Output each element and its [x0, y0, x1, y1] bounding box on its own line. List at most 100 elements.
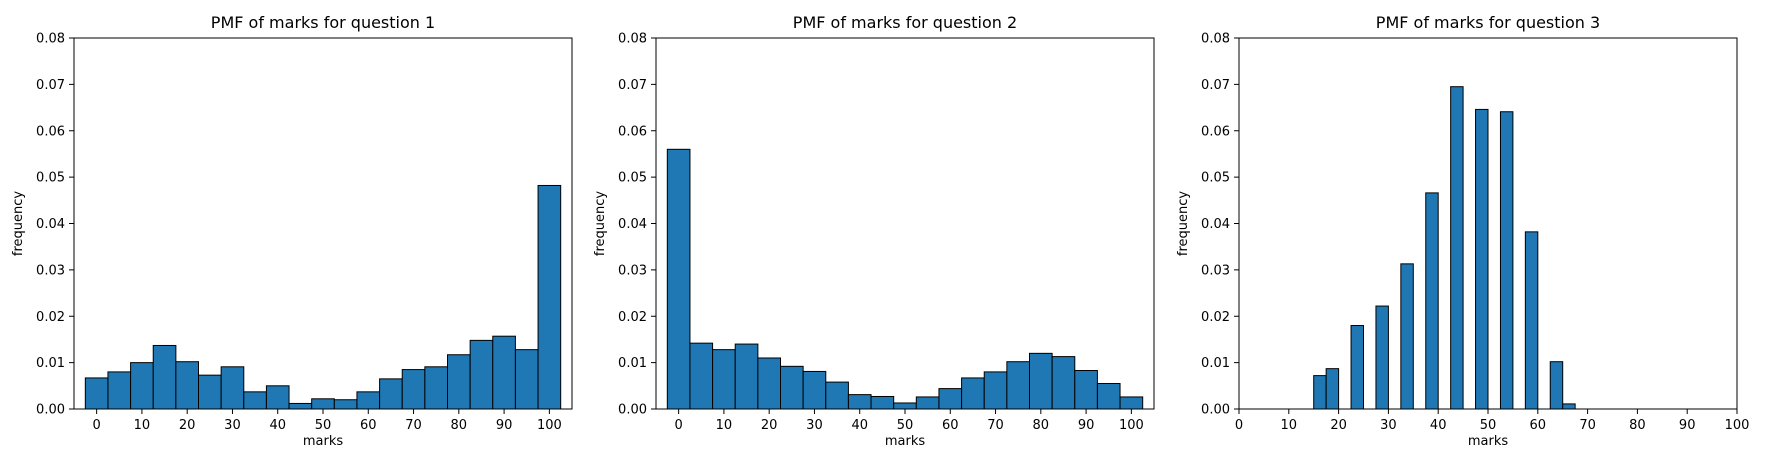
- y-tick-label: 0.07: [36, 78, 65, 93]
- bar: [265, 385, 290, 410]
- bar: [243, 391, 267, 410]
- y-tick-label: 0.04: [1201, 217, 1230, 232]
- y-tick-label: 0.01: [36, 356, 65, 371]
- bar: [961, 377, 985, 410]
- bar: [288, 402, 313, 410]
- bar: [915, 396, 940, 410]
- x-tick-label: 40: [851, 418, 868, 433]
- x-tick-label: 40: [269, 418, 286, 433]
- bar: [220, 366, 245, 410]
- x-axis-label: marks: [303, 434, 344, 449]
- y-tick-label: 0.06: [618, 124, 647, 139]
- x-tick-label: 80: [1033, 418, 1050, 433]
- bar: [333, 399, 358, 410]
- bar: [1313, 375, 1327, 410]
- x-tick-label: 10: [134, 418, 151, 433]
- bar: [1006, 361, 1030, 410]
- bar: [356, 391, 381, 410]
- y-tick-label: 0.06: [1201, 124, 1230, 139]
- bar: [666, 148, 691, 410]
- x-tick-label: 60: [1530, 418, 1547, 433]
- chart-panel-3: 0 10 20 30 40 50 60 70 80 90 100 0.00 0.01 0.02 0.03 0.…: [1176, 13, 1749, 449]
- x-tick-label: 70: [987, 418, 1004, 433]
- x-tick-label: 30: [224, 418, 241, 433]
- y-axis-label: frequency: [593, 191, 608, 257]
- y-axis-label: frequency: [11, 191, 26, 257]
- x-tick-label: 0: [674, 418, 682, 433]
- x-axis-label: marks: [1468, 434, 1509, 449]
- x-tick-label: 20: [761, 418, 778, 433]
- bar: [1375, 305, 1389, 410]
- x-tick-label: 70: [405, 418, 422, 433]
- bar: [757, 357, 781, 410]
- x-tick-label: 50: [1480, 418, 1497, 433]
- y-tick-label: 0.00: [36, 403, 65, 418]
- y-tick-label: 0.04: [36, 217, 65, 232]
- bar: [492, 335, 516, 410]
- bar: [870, 395, 895, 410]
- bar: [1549, 361, 1564, 410]
- y-tick-label: 0.05: [1201, 171, 1230, 186]
- y-tick-label: 0.08: [36, 32, 65, 47]
- y-tick-label: 0.03: [618, 263, 647, 278]
- bar: [1074, 370, 1098, 410]
- bar: [689, 342, 714, 410]
- bar: [130, 362, 154, 410]
- x-tick-label: 80: [451, 418, 468, 433]
- x-tick-label: 70: [1579, 418, 1596, 433]
- y-tick-label: 0.02: [36, 310, 65, 325]
- bar: [1051, 356, 1076, 410]
- y-tick-label: 0.02: [618, 310, 647, 325]
- x-tick-label: 20: [1330, 418, 1347, 433]
- chart-panel-2: 0 10 20 30 40 50 60 70 80 90 100 0.00 0.01 0.02 0.03 0.…: [593, 13, 1155, 449]
- x-tick-label: 10: [716, 418, 733, 433]
- bar: [1499, 111, 1514, 410]
- x-tick-label: 90: [496, 418, 513, 433]
- bar: [198, 374, 222, 410]
- bar: [1562, 403, 1576, 410]
- y-tick-label: 0.02: [1201, 310, 1230, 325]
- bar: [424, 366, 448, 410]
- y-tick-label: 0.07: [1201, 78, 1230, 93]
- x-tick-label: 30: [806, 418, 823, 433]
- chart-title: PMF of marks for question 2: [793, 13, 1017, 32]
- x-tick-label: 100: [537, 418, 562, 433]
- x-tick-label: 90: [1078, 418, 1095, 433]
- x-tick-label: 90: [1679, 418, 1696, 433]
- x-tick-label: 60: [942, 418, 959, 433]
- bar: [1325, 368, 1340, 410]
- y-tick-label: 0.01: [1201, 356, 1230, 371]
- bar: [938, 388, 963, 410]
- x-tick-label: 40: [1430, 418, 1447, 433]
- y-tick-label: 0.08: [1201, 32, 1230, 47]
- x-tick-label: 0: [92, 418, 100, 433]
- chart-title: PMF of marks for question 1: [211, 13, 435, 32]
- bar: [84, 377, 109, 410]
- x-tick-label: 30: [1380, 418, 1397, 433]
- bar: [401, 369, 426, 410]
- y-tick-label: 0.03: [1201, 263, 1230, 278]
- y-tick-label: 0.07: [618, 78, 647, 93]
- y-tick-label: 0.01: [618, 356, 647, 371]
- bar: [469, 339, 494, 410]
- bar: [1400, 263, 1414, 410]
- bar: [983, 371, 1008, 410]
- bar: [514, 349, 539, 410]
- y-tick-label: 0.05: [618, 171, 647, 186]
- chart-title: PMF of marks for question 3: [1376, 13, 1600, 32]
- x-tick-label: 100: [1119, 418, 1144, 433]
- y-tick-label: 0.06: [36, 124, 65, 139]
- bar: [311, 398, 335, 410]
- x-tick-label: 60: [360, 418, 377, 433]
- bar: [1119, 396, 1144, 410]
- x-tick-label: 20: [179, 418, 196, 433]
- x-axis-label: marks: [885, 434, 926, 449]
- x-tick-label: 0: [1235, 418, 1243, 433]
- y-tick-label: 0.04: [618, 217, 647, 232]
- bar: [107, 371, 132, 410]
- bar: [1029, 352, 1053, 410]
- y-tick-label: 0.05: [36, 171, 65, 186]
- x-tick-label: 50: [897, 418, 914, 433]
- bar: [780, 365, 804, 410]
